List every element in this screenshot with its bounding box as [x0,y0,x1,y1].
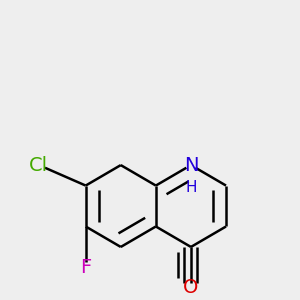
Text: Cl: Cl [29,156,49,175]
Text: H: H [185,179,197,194]
Text: N: N [184,156,198,175]
Text: F: F [80,258,91,277]
Text: O: O [183,278,199,297]
